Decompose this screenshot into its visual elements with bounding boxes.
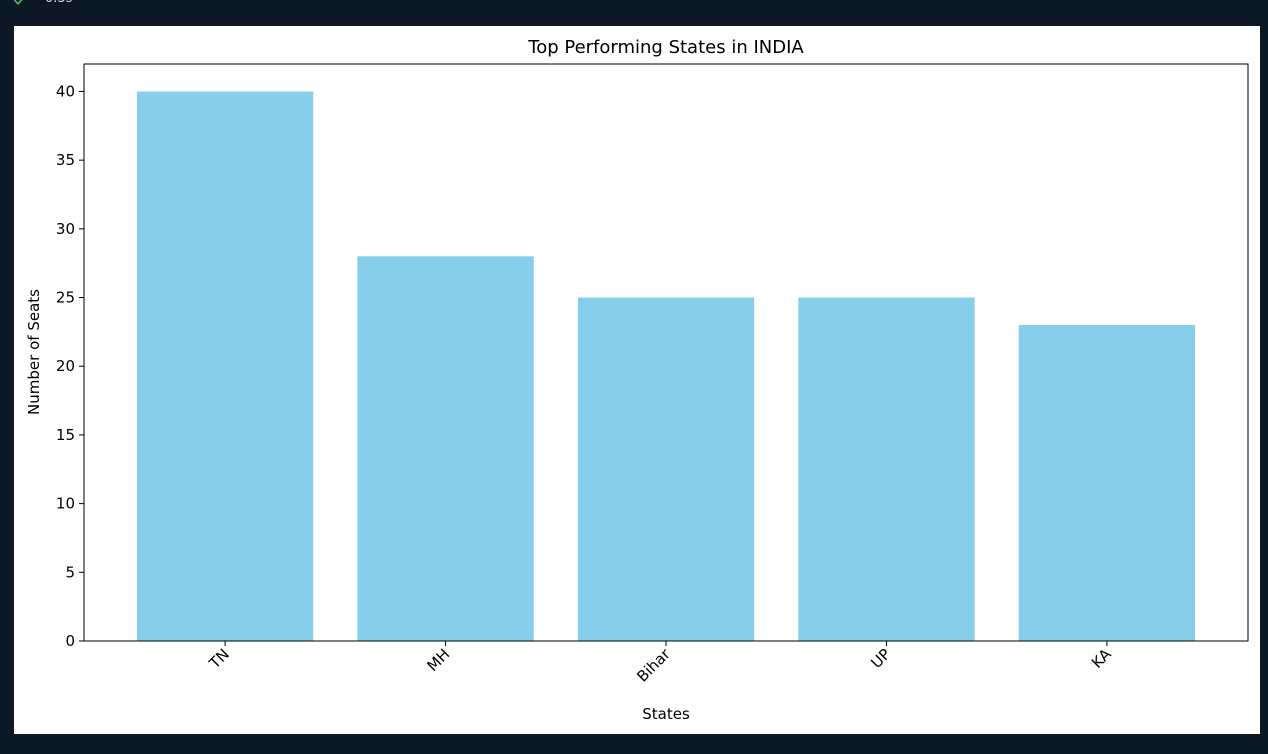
y-tick-label: 40 bbox=[56, 82, 75, 100]
y-tick-label: 10 bbox=[56, 495, 75, 513]
y-tick-label: 35 bbox=[56, 151, 75, 169]
chart-title: Top Performing States in INDIA bbox=[527, 37, 804, 58]
success-icon bbox=[13, 0, 23, 6]
y-tick-label: 20 bbox=[56, 357, 75, 375]
x-axis-label: States bbox=[642, 705, 690, 723]
y-tick-label: 15 bbox=[56, 426, 75, 444]
bar bbox=[1018, 325, 1196, 641]
bar bbox=[136, 91, 314, 641]
plot-frame bbox=[83, 63, 1249, 642]
y-tick-label: 5 bbox=[65, 563, 75, 581]
y-tick-label: 0 bbox=[65, 632, 75, 650]
y-tick-label: 30 bbox=[56, 220, 75, 238]
execution-time: 0.3s bbox=[45, 0, 73, 6]
bar bbox=[798, 297, 975, 641]
bar bbox=[577, 297, 755, 641]
y-tick-label: 25 bbox=[56, 289, 75, 307]
chart: Top Performing States in INDIA States Nu… bbox=[25, 37, 1249, 723]
bar bbox=[357, 256, 534, 641]
y-axis-label: Number of Seats bbox=[25, 289, 43, 415]
